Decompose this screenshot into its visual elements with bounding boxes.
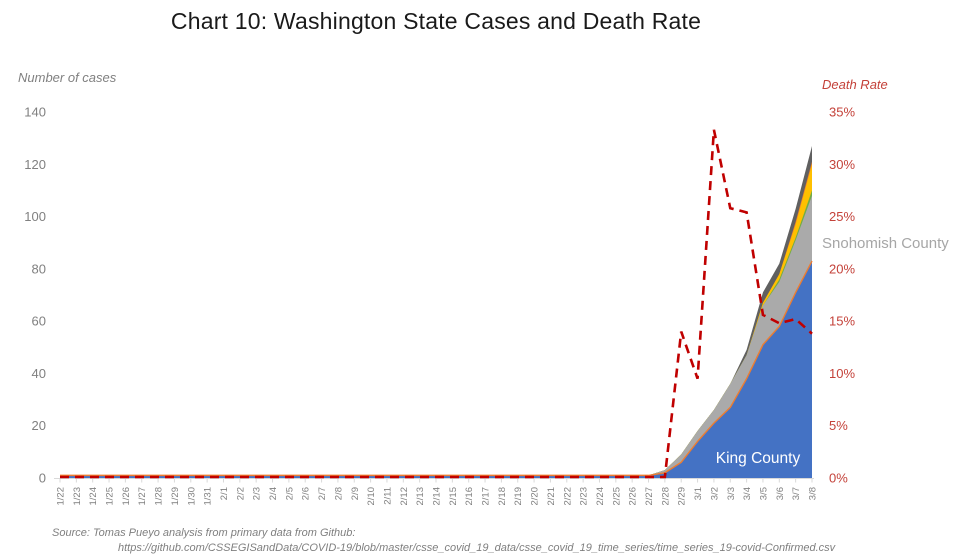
x-axis-date-label: 2/6 (301, 487, 312, 500)
right-axis-tick-label: 25% (829, 209, 855, 224)
source-text-line-1: Source: Tomas Pueyo analysis from primar… (52, 527, 356, 539)
x-axis-date-label: 1/30 (186, 487, 197, 506)
right-axis-tick-label: 15% (829, 314, 855, 329)
x-axis-date-label: 2/20 (530, 487, 541, 506)
x-axis-date-label: 2/11 (382, 487, 393, 505)
x-axis-date-label: 3/6 (775, 487, 786, 500)
x-axis-date-label: 2/14 (432, 487, 443, 506)
x-axis-date-label: 1/22 (56, 487, 67, 506)
x-axis-date-label: 2/13 (415, 487, 426, 506)
x-axis-date-label: 1/31 (203, 487, 214, 506)
area-king-county (60, 261, 812, 478)
x-axis-date-label: 3/5 (758, 487, 769, 500)
x-axis-date-label: 2/25 (611, 487, 622, 506)
right-axis-tick-label: 10% (829, 366, 855, 381)
x-axis-date-label: 3/1 (693, 487, 704, 500)
x-axis-date-label: 2/9 (350, 487, 361, 500)
x-axis-date-label: 2/24 (595, 487, 606, 506)
x-axis-date-label: 2/26 (628, 487, 639, 506)
left-axis-tick-label: 120 (24, 157, 46, 172)
x-axis-date-label: 2/19 (513, 487, 524, 506)
x-axis-date-label: 2/29 (677, 487, 688, 506)
x-axis-date-label: 2/3 (252, 487, 263, 500)
area-other-counties-dark-gray (60, 145, 812, 478)
x-axis-date-label: 2/10 (366, 487, 377, 506)
x-axis-date-label: 1/26 (121, 487, 132, 506)
left-axis-tick-label: 100 (24, 209, 46, 224)
right-axis-tick-label: 30% (829, 157, 855, 172)
source-text-line-2: https://github.com/CSSEGISandData/COVID-… (118, 542, 836, 554)
right-axis-title: Death Rate (822, 77, 888, 92)
chart-title: Chart 10: Washington State Cases and Dea… (170, 8, 702, 34)
x-axis-date-label: 2/21 (546, 487, 557, 506)
right-axis-tick-label: 5% (829, 418, 848, 433)
x-axis-date-label: 2/27 (644, 487, 655, 506)
death-rate-line (60, 129, 813, 479)
x-axis-date-label: 3/8 (808, 487, 819, 500)
x-axis-date-label: 2/28 (660, 487, 671, 506)
x-axis-date-label: 3/4 (742, 487, 753, 500)
king-county-border-line (60, 260, 813, 477)
x-axis-date-label: 3/3 (726, 487, 737, 500)
right-axis-tick-label: 0% (829, 471, 848, 486)
left-axis-tick-label: 140 (24, 105, 46, 120)
x-axis-date-label: 1/25 (105, 487, 116, 506)
king-county-label: King County (715, 450, 801, 467)
x-axis-date-label: 2/18 (497, 487, 508, 506)
x-axis-date-label: 2/23 (579, 487, 590, 506)
left-axis-tick-label: 0 (39, 471, 46, 486)
x-axis-date-label: 2/12 (399, 487, 410, 506)
x-axis-date-label: 2/8 (333, 487, 344, 500)
x-axis-date-label: 2/22 (562, 487, 573, 506)
x-axis-date-label: 2/2 (235, 487, 246, 500)
x-axis-date-label: 2/1 (219, 487, 230, 500)
x-axis-date-label: 2/16 (464, 487, 475, 506)
left-axis-tick-label: 20 (32, 418, 46, 433)
x-axis-date-label: 1/27 (137, 487, 148, 506)
left-axis-tick-label: 80 (32, 261, 46, 276)
x-axis-date-label: 2/4 (268, 487, 279, 500)
x-axis-date-label: 2/15 (448, 487, 459, 506)
x-axis-date-label: 2/17 (481, 487, 492, 506)
left-axis-title: Number of cases (18, 70, 117, 85)
x-axis-date-label: 1/24 (88, 487, 99, 506)
x-axis-date-label: 3/7 (791, 487, 802, 500)
x-axis-date-label: 1/28 (154, 487, 165, 506)
right-axis-tick-label: 20% (829, 261, 855, 276)
x-axis-date-label: 1/23 (72, 487, 83, 506)
x-axis-date-label: 1/29 (170, 487, 181, 506)
x-axis-date-label: 2/7 (317, 487, 328, 500)
left-axis-tick-label: 60 (32, 314, 46, 329)
snohomish-county-label: Snohomish County (822, 235, 949, 252)
right-axis-tick-label: 35% (829, 105, 855, 120)
x-axis-date-label: 2/5 (284, 487, 295, 500)
x-axis-date-label: 3/2 (709, 487, 720, 500)
left-axis-tick-label: 40 (32, 366, 46, 381)
